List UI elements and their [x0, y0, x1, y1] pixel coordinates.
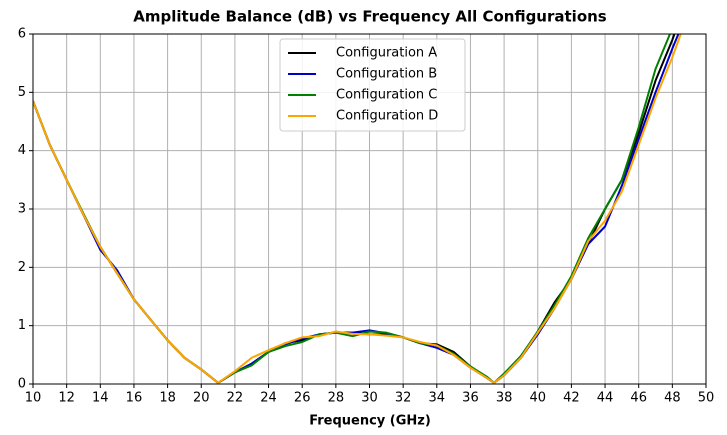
x-tick-label: 10	[25, 391, 42, 406]
x-tick-label: 46	[630, 391, 647, 406]
x-axis-label: Frequency (GHz)	[309, 414, 431, 429]
legend-label: Configuration A	[336, 46, 437, 61]
chart-title: Amplitude Balance (dB) vs Frequency All …	[133, 8, 607, 26]
legend-label: Configuration D	[336, 109, 438, 124]
x-tick-label: 48	[664, 391, 681, 406]
y-tick-label: 2	[18, 260, 26, 275]
legend-label: Configuration B	[336, 67, 437, 82]
plot-frame	[32, 33, 707, 385]
x-tick-label: 16	[126, 391, 143, 406]
x-tick-label: 20	[193, 391, 210, 406]
x-tick-label: 34	[429, 391, 446, 406]
y-tick-label: 5	[18, 85, 26, 100]
x-tick-label: 42	[563, 391, 580, 406]
x-tick-label: 44	[597, 391, 614, 406]
series-line	[33, 34, 682, 384]
x-tick-label: 50	[698, 391, 715, 406]
y-tick-label: 0	[18, 377, 26, 392]
x-tick-label: 38	[496, 391, 513, 406]
y-tick-label: 4	[18, 143, 26, 158]
x-tick-label: 32	[395, 391, 412, 406]
y-tick-label: 3	[18, 202, 26, 217]
x-tick-label: 14	[92, 391, 109, 406]
x-tick-label: 12	[58, 391, 75, 406]
x-tick-label: 40	[529, 391, 546, 406]
legend-label: Configuration C	[336, 88, 437, 103]
x-tick-label: 28	[328, 391, 345, 406]
y-tick-label: 1	[18, 318, 26, 333]
x-tick-label: 24	[260, 391, 277, 406]
x-tick-label: 18	[159, 391, 176, 406]
x-tick-label: 22	[227, 391, 244, 406]
legend-box	[279, 38, 466, 132]
y-tick-label: 6	[18, 27, 26, 42]
x-tick-label: 26	[294, 391, 311, 406]
x-tick-label: 36	[462, 391, 479, 406]
x-tick-label: 30	[361, 391, 378, 406]
